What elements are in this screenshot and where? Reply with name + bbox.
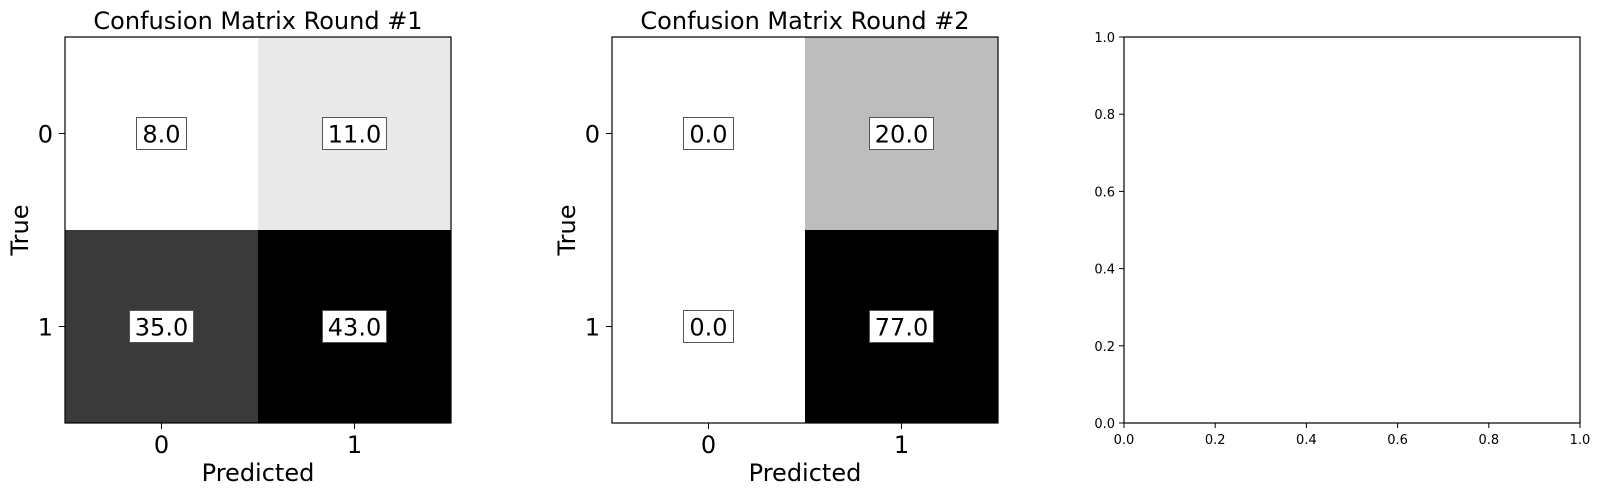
empty-axes-panel-3: 0.0 0.2 0.4 0.6 0.8 1.0 0.0 0.2 0.4 0.6 0.8 1.0: [1094, 31, 1590, 448]
panel-1-ticks: 0 1 0 1: [38, 121, 362, 460]
panel-2-ticks: 0 1 0 1: [585, 121, 909, 460]
panel-1-xtick-label-1: 1: [347, 431, 362, 459]
panel-2-value-box-r1-c1: [869, 310, 934, 343]
panel-1-value-label-r1-c0: 35.0: [135, 314, 188, 342]
panel-1-ylabel: True: [6, 205, 34, 257]
panel-3-xtick-label-3: 0.6: [1387, 433, 1408, 448]
panel-1-xtick-label-0: 0: [154, 431, 169, 459]
panel-1-ytick-label-0: 0: [38, 121, 53, 149]
panel-3-ticks: 0.0 0.2 0.4 0.6 0.8 1.0 0.0 0.2 0.4 0.6 0.8 1.0: [1094, 31, 1590, 448]
panel-3-ytick-label-3: 0.6: [1094, 185, 1115, 200]
panel-3-ytick-label-2: 0.4: [1094, 263, 1115, 278]
panel-3-ytick-label-5: 1.0: [1094, 31, 1115, 46]
panel-1-value-label-r0-c0: 8.0: [142, 121, 180, 149]
panel-3-ytick-label-4: 0.8: [1094, 108, 1115, 123]
panel-1-value-box-r0-c0: [136, 117, 187, 150]
panel-3-ytick-label-1: 0.2: [1094, 340, 1115, 355]
panel-1-title: Confusion Matrix Round #1: [93, 7, 422, 35]
panel-2-value-label-r1-c0: 0.0: [689, 314, 727, 342]
panel-2-title: Confusion Matrix Round #2: [640, 7, 969, 35]
panel-3-xtick-label-0: 0.0: [1114, 433, 1135, 448]
panel-1-cells: 8.0 11.0 35.0 43.0: [65, 37, 451, 423]
panel-2-xlabel: Predicted: [749, 459, 862, 487]
panel-3-xtick-label-1: 0.2: [1205, 433, 1226, 448]
panel-2-ylabel: True: [553, 205, 581, 257]
panel-3-xtick-label-4: 0.8: [1478, 433, 1499, 448]
panel-2-ytick-label-1: 1: [585, 314, 600, 342]
panel-1-xlabel: Predicted: [202, 459, 315, 487]
panel-1-ytick-label-1: 1: [38, 314, 53, 342]
panel-3-xtick-label-5: 1.0: [1570, 433, 1591, 448]
panel-1-value-box-r1-c0: [129, 310, 194, 343]
panel-2-value-label-r0-c1: 20.0: [875, 121, 928, 149]
panel-3-xtick-label-2: 0.4: [1296, 433, 1317, 448]
panel-2-xtick-label-1: 1: [894, 431, 909, 459]
panel-2-frame: [611, 36, 999, 424]
confusion-matrix-panel-1: Confusion Matrix Round #1 8.0 11.0 35.0 43.…: [6, 7, 452, 487]
panel-1-value-box-r0-c1: [322, 117, 387, 150]
panel-2-value-label-r1-c1: 77.0: [875, 314, 928, 342]
panel-2-cells: 0.0 20.0 0.0 77.0: [612, 37, 998, 423]
panel-2-value-box-r0-c1: [869, 117, 934, 150]
confusion-matrix-panel-2: Confusion Matrix Round #2 0.0 20.0 0.0 77.0…: [553, 7, 999, 487]
panel-2-value-box-r0-c0: [683, 117, 734, 150]
panel-1-value-label-r0-c1: 11.0: [328, 121, 381, 149]
panel-1-value-label-r1-c1: 43.0: [328, 314, 381, 342]
panel-3-frame: [1123, 36, 1581, 424]
panel-3-ytick-label-0: 0.0: [1094, 417, 1115, 432]
panel-2-value-label-r0-c0: 0.0: [689, 121, 727, 149]
panel-1-value-box-r1-c1: [322, 310, 387, 343]
panel-1-frame: [64, 36, 452, 424]
panel-2-ytick-label-0: 0: [585, 121, 600, 149]
panel-2-xtick-label-0: 0: [701, 431, 716, 459]
panel-2-value-box-r1-c0: [683, 310, 734, 343]
